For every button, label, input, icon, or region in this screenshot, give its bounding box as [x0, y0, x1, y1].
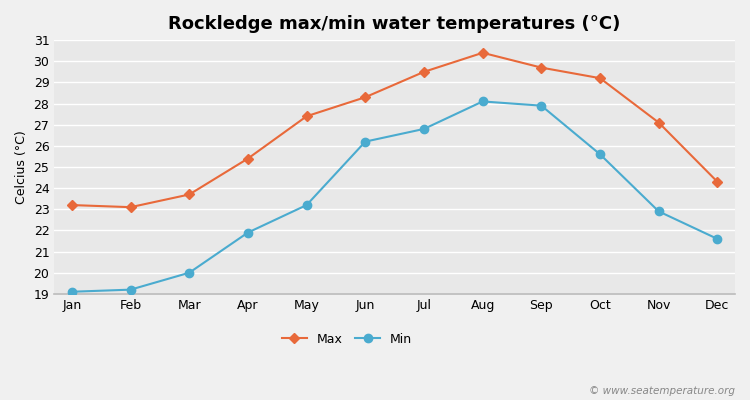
Max — [596, 76, 604, 80]
Max — [654, 120, 663, 125]
Legend: Max, Min: Max, Min — [277, 328, 417, 351]
Min — [419, 126, 428, 131]
Line: Max: Max — [68, 49, 721, 211]
Min — [478, 99, 488, 104]
Min — [537, 103, 546, 108]
Min — [713, 236, 722, 241]
Line: Min: Min — [68, 97, 722, 296]
Max — [713, 179, 722, 184]
Max — [478, 50, 488, 55]
Max — [361, 95, 370, 100]
Title: Rockledge max/min water temperatures (°C): Rockledge max/min water temperatures (°C… — [169, 15, 621, 33]
Max — [419, 70, 428, 74]
Min — [302, 203, 311, 208]
Max — [537, 65, 546, 70]
Max — [68, 203, 76, 208]
Max — [302, 114, 311, 119]
Text: © www.seatemperature.org: © www.seatemperature.org — [589, 386, 735, 396]
Min — [68, 289, 76, 294]
Min — [244, 230, 253, 235]
Max — [244, 156, 253, 161]
Min — [126, 287, 135, 292]
Min — [654, 209, 663, 214]
Min — [596, 152, 604, 157]
Max — [184, 192, 194, 197]
Y-axis label: Celcius (°C): Celcius (°C) — [15, 130, 28, 204]
Min — [184, 270, 194, 275]
Max — [126, 205, 135, 210]
Min — [361, 139, 370, 144]
